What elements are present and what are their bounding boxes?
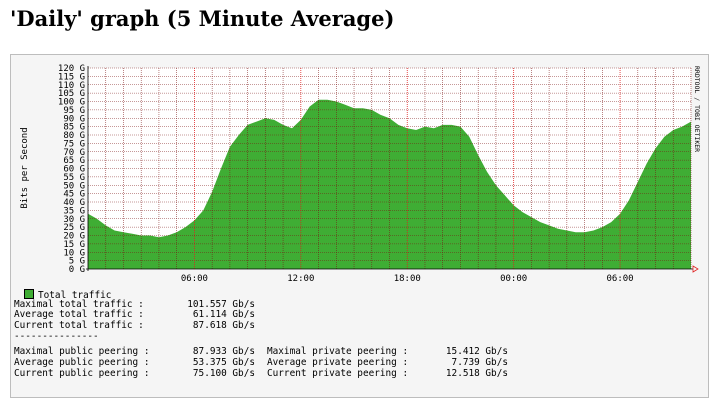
y-tick-label: 55 G <box>63 173 85 183</box>
y-tick-label: 90 G <box>63 114 85 124</box>
y-tick-label: 120 G <box>58 64 85 74</box>
public-peering-value: 53.375 Gb/s <box>192 357 255 369</box>
y-tick-label: 20 G <box>63 232 85 242</box>
private-peering-value: 12.518 Gb/s <box>445 367 508 379</box>
public-peering-label: Average public peering : <box>14 357 150 369</box>
y-tick-label: 45 G <box>63 190 85 200</box>
y-tick-label: 10 G <box>63 248 85 258</box>
stat-label: Average total traffic : <box>14 309 144 321</box>
private-peering-value: 7.739 Gb/s <box>451 357 508 369</box>
stat-value: 87.618 Gb/s <box>192 320 255 332</box>
y-tick-label: 105 G <box>58 89 85 99</box>
y-tick-label: 95 G <box>63 106 85 116</box>
stat-row: Average total traffic : 61.114 Gb/s <box>14 310 508 321</box>
x-tick-label: 12:00 <box>287 274 314 284</box>
private-peering-value: 15.412 Gb/s <box>445 346 508 358</box>
public-peering-label: Current public peering : <box>14 367 150 379</box>
y-tick-label: 70 G <box>63 148 85 158</box>
y-tick-label: 35 G <box>63 206 85 216</box>
legend: Total traffic <box>14 289 508 301</box>
rrdtool-watermark: RRDTOOL / TOBI OETIKER <box>693 66 701 152</box>
y-tick-label: 100 G <box>58 98 85 108</box>
private-peering-label: Maximal private peering : <box>267 346 409 358</box>
stat-value: 61.114 Gb/s <box>192 309 255 321</box>
peering-row: Maximal public peering : 87.933 Gb/s Maxim… <box>14 347 508 358</box>
y-tick-label: 0 G <box>69 265 85 275</box>
private-peering-label: Current private peering : <box>267 367 409 379</box>
separator: --------------- <box>14 330 99 342</box>
y-tick-label: 65 G <box>63 156 85 166</box>
x-axis-arrow <box>692 265 699 273</box>
legend-swatch <box>24 289 34 299</box>
peering-row: Current public peering : 75.100 Gb/s Curre… <box>14 367 508 380</box>
x-tick-label: 18:00 <box>394 274 421 284</box>
x-tick-label: 06:00 <box>181 274 208 284</box>
stats-panel: Total traffic Maximal total traffic : 101… <box>14 289 508 380</box>
y-tick-label: 15 G <box>63 240 85 250</box>
y-tick-label: 75 G <box>63 139 85 149</box>
public-peering-value: 75.100 Gb/s <box>192 367 255 379</box>
y-tick-label: 110 G <box>58 81 85 91</box>
y-tick-label: 60 G <box>63 165 85 175</box>
stat-label: Current total traffic : <box>14 320 144 332</box>
y-tick-label: 50 G <box>63 181 85 191</box>
public-peering-label: Maximal public peering : <box>14 346 150 358</box>
y-tick-label: 85 G <box>63 123 85 133</box>
stat-label: Maximal total traffic : <box>14 298 144 310</box>
private-peering-label: Average private peering : <box>267 357 409 369</box>
y-tick-label: 25 G <box>63 223 85 233</box>
y-tick-label: 80 G <box>63 131 85 141</box>
stat-value: 101.557 Gb/s <box>187 298 255 310</box>
legend-label: Total traffic <box>38 290 112 301</box>
y-axis-label: Bits per Second <box>20 127 30 208</box>
stat-row: Current total traffic : 87.618 Gb/s <box>14 320 508 332</box>
peering-row: Average public peering : 53.375 Gb/s Avera… <box>14 357 508 369</box>
public-peering-value: 87.933 Gb/s <box>192 346 255 358</box>
y-tick-label: 115 G <box>58 72 85 82</box>
x-tick-label: 06:00 <box>607 274 634 284</box>
stat-row: Maximal total traffic : 101.557 Gb/s <box>14 298 508 311</box>
y-tick-label: 5 G <box>69 257 85 267</box>
y-tick-label: 40 G <box>63 198 85 208</box>
page-title: 'Daily' graph (5 Minute Average) <box>10 6 395 31</box>
y-tick-label: 30 G <box>63 215 85 225</box>
x-tick-label: 00:00 <box>500 274 527 284</box>
